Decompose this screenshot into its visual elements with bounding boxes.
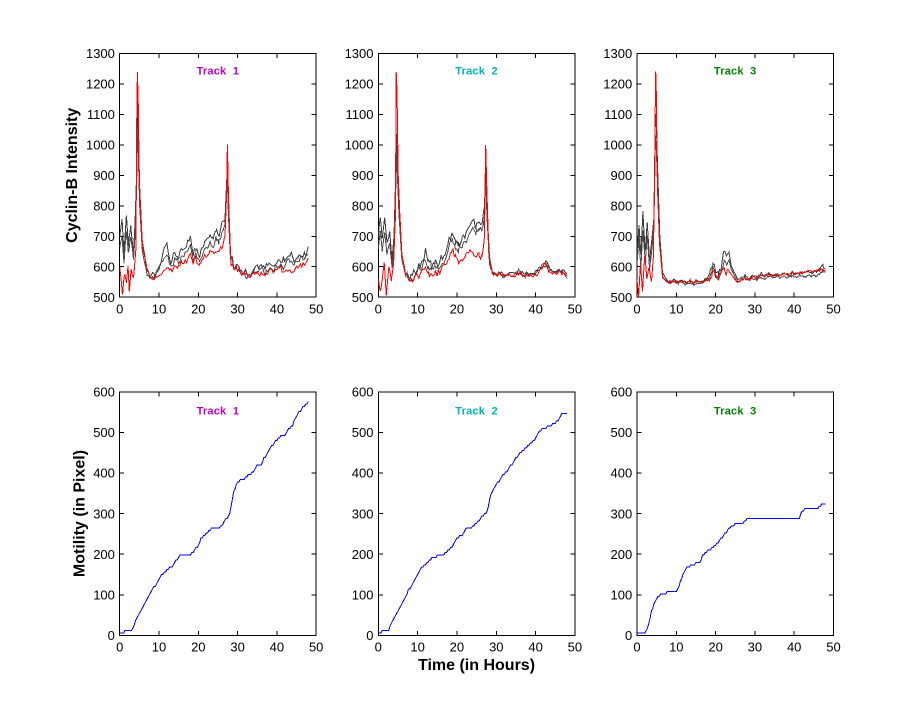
svg-text:1300: 1300 — [86, 46, 115, 61]
svg-text:1000: 1000 — [603, 138, 632, 153]
svg-text:0: 0 — [116, 640, 123, 655]
svg-text:50: 50 — [568, 301, 582, 316]
svg-text:30: 30 — [748, 640, 762, 655]
svg-text:50: 50 — [826, 301, 840, 316]
svg-text:800: 800 — [610, 199, 632, 214]
svg-text:40: 40 — [787, 640, 801, 655]
svg-text:50: 50 — [309, 301, 323, 316]
svg-text:700: 700 — [352, 229, 374, 244]
svg-text:30: 30 — [748, 301, 762, 316]
svg-text:40: 40 — [270, 640, 284, 655]
svg-text:1200: 1200 — [345, 77, 374, 92]
svg-text:500: 500 — [352, 290, 374, 305]
svg-text:500: 500 — [610, 425, 632, 440]
svg-text:Cyclin-B Intensity: Cyclin-B Intensity — [64, 108, 81, 243]
svg-text:10: 10 — [410, 640, 424, 655]
svg-text:1200: 1200 — [603, 77, 632, 92]
svg-text:700: 700 — [610, 229, 632, 244]
svg-text:Track 1: Track 1 — [197, 406, 240, 418]
svg-text:Track 3: Track 3 — [714, 406, 757, 418]
svg-text:50: 50 — [309, 640, 323, 655]
svg-text:30: 30 — [489, 301, 503, 316]
svg-text:200: 200 — [93, 547, 115, 562]
svg-text:Track 2: Track 2 — [455, 406, 498, 418]
svg-text:600: 600 — [610, 259, 632, 274]
svg-text:600: 600 — [352, 259, 374, 274]
svg-text:1300: 1300 — [603, 46, 632, 61]
svg-text:30: 30 — [489, 640, 503, 655]
svg-text:40: 40 — [528, 301, 542, 316]
svg-text:0: 0 — [633, 640, 640, 655]
svg-text:900: 900 — [352, 168, 374, 183]
svg-text:700: 700 — [93, 229, 115, 244]
svg-text:1200: 1200 — [86, 77, 115, 92]
svg-text:20: 20 — [708, 301, 722, 316]
svg-text:20: 20 — [450, 301, 464, 316]
svg-text:30: 30 — [230, 640, 244, 655]
svg-text:0: 0 — [375, 301, 382, 316]
svg-text:20: 20 — [191, 301, 205, 316]
svg-text:1000: 1000 — [345, 138, 374, 153]
svg-text:600: 600 — [610, 385, 632, 400]
svg-text:Track 2: Track 2 — [455, 65, 498, 77]
svg-text:300: 300 — [610, 506, 632, 521]
svg-text:1100: 1100 — [604, 107, 632, 122]
svg-text:10: 10 — [152, 640, 166, 655]
svg-text:20: 20 — [708, 640, 722, 655]
svg-text:40: 40 — [787, 301, 801, 316]
svg-text:0: 0 — [625, 628, 632, 643]
svg-text:40: 40 — [270, 301, 284, 316]
svg-text:0: 0 — [375, 640, 382, 655]
svg-text:800: 800 — [93, 199, 115, 214]
svg-text:300: 300 — [352, 506, 374, 521]
svg-text:10: 10 — [152, 301, 166, 316]
svg-text:0: 0 — [108, 628, 115, 643]
svg-text:600: 600 — [93, 385, 115, 400]
svg-text:100: 100 — [93, 588, 115, 603]
svg-text:50: 50 — [826, 640, 840, 655]
svg-text:400: 400 — [93, 466, 115, 481]
svg-text:0: 0 — [116, 301, 123, 316]
svg-text:20: 20 — [191, 640, 205, 655]
svg-text:500: 500 — [610, 290, 632, 305]
svg-text:1000: 1000 — [86, 138, 115, 153]
svg-text:100: 100 — [352, 588, 374, 603]
svg-text:500: 500 — [93, 425, 115, 440]
svg-text:Motility (in Pixel): Motility (in Pixel) — [72, 450, 89, 577]
svg-text:300: 300 — [93, 506, 115, 521]
svg-text:900: 900 — [610, 168, 632, 183]
svg-text:900: 900 — [93, 168, 115, 183]
svg-text:Time (in Hours): Time (in Hours) — [418, 657, 535, 674]
svg-text:Track 1: Track 1 — [197, 65, 240, 77]
svg-text:400: 400 — [352, 466, 374, 481]
svg-text:20: 20 — [450, 640, 464, 655]
svg-text:30: 30 — [230, 301, 244, 316]
svg-text:400: 400 — [610, 466, 632, 481]
svg-text:100: 100 — [610, 588, 632, 603]
svg-text:10: 10 — [669, 640, 683, 655]
svg-text:10: 10 — [410, 301, 424, 316]
svg-text:10: 10 — [669, 301, 683, 316]
svg-text:0: 0 — [366, 628, 373, 643]
svg-text:40: 40 — [528, 640, 542, 655]
svg-text:Track 3: Track 3 — [714, 65, 757, 77]
svg-text:600: 600 — [93, 259, 115, 274]
svg-text:1100: 1100 — [346, 107, 374, 122]
svg-text:50: 50 — [568, 640, 582, 655]
svg-text:1100: 1100 — [87, 107, 115, 122]
svg-text:200: 200 — [352, 547, 374, 562]
svg-text:200: 200 — [610, 547, 632, 562]
svg-text:1300: 1300 — [345, 46, 374, 61]
svg-text:800: 800 — [352, 199, 374, 214]
svg-text:500: 500 — [352, 425, 374, 440]
svg-text:600: 600 — [352, 385, 374, 400]
svg-text:500: 500 — [93, 290, 115, 305]
svg-text:0: 0 — [633, 301, 640, 316]
